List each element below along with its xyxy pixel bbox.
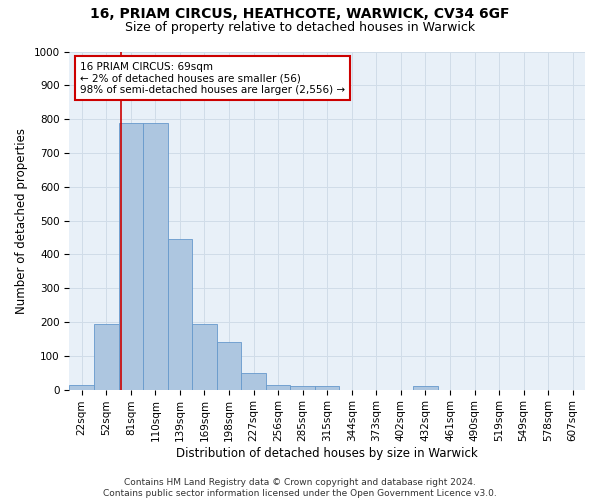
X-axis label: Distribution of detached houses by size in Warwick: Distribution of detached houses by size …: [176, 447, 478, 460]
Bar: [143, 122, 167, 390]
Bar: [266, 384, 290, 390]
Bar: [119, 122, 143, 390]
Bar: [192, 324, 217, 390]
Text: Size of property relative to detached houses in Warwick: Size of property relative to detached ho…: [125, 21, 475, 34]
Bar: [315, 386, 340, 390]
Bar: [413, 386, 437, 390]
Bar: [94, 324, 119, 390]
Bar: [241, 372, 266, 390]
Bar: [167, 239, 192, 390]
Text: 16 PRIAM CIRCUS: 69sqm
← 2% of detached houses are smaller (56)
98% of semi-deta: 16 PRIAM CIRCUS: 69sqm ← 2% of detached …: [80, 62, 345, 95]
Text: 16, PRIAM CIRCUS, HEATHCOTE, WARWICK, CV34 6GF: 16, PRIAM CIRCUS, HEATHCOTE, WARWICK, CV…: [90, 8, 510, 22]
Y-axis label: Number of detached properties: Number of detached properties: [15, 128, 28, 314]
Text: Contains HM Land Registry data © Crown copyright and database right 2024.
Contai: Contains HM Land Registry data © Crown c…: [103, 478, 497, 498]
Bar: [217, 342, 241, 390]
Bar: [290, 386, 315, 390]
Bar: [70, 384, 94, 390]
